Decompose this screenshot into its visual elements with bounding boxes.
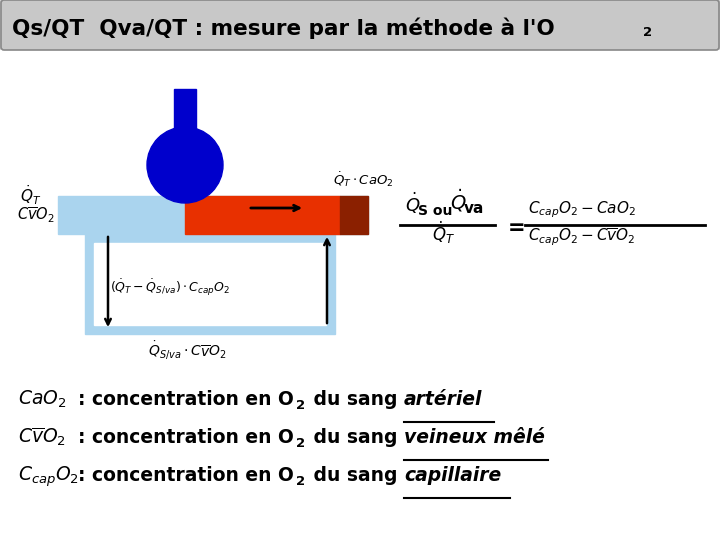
Text: artériel: artériel bbox=[404, 390, 482, 409]
Text: 2: 2 bbox=[643, 25, 652, 38]
Text: $\dot{Q}$: $\dot{Q}$ bbox=[405, 191, 420, 216]
Text: $\dot{Q}_{S/va} \cdot C\overline{v}O_2$: $\dot{Q}_{S/va} \cdot C\overline{v}O_2$ bbox=[148, 340, 227, 361]
Text: $C\overline{v}O_2$: $C\overline{v}O_2$ bbox=[17, 205, 55, 225]
Text: 2: 2 bbox=[296, 437, 305, 450]
Bar bbox=[85, 234, 335, 334]
FancyBboxPatch shape bbox=[1, 0, 719, 50]
Text: $C\overline{v}O_2$: $C\overline{v}O_2$ bbox=[18, 426, 66, 448]
Text: du sang: du sang bbox=[307, 390, 404, 409]
Text: capillaire: capillaire bbox=[404, 466, 501, 485]
Text: 2: 2 bbox=[296, 475, 305, 488]
Text: $CaO_2$: $CaO_2$ bbox=[18, 389, 66, 410]
Text: $C_{cap}O_2 - CaO_2$: $C_{cap}O_2 - CaO_2$ bbox=[528, 199, 636, 220]
Text: $C_{cap}O_2 - C\overline{v}O_2$: $C_{cap}O_2 - C\overline{v}O_2$ bbox=[528, 226, 636, 248]
Text: : concentration en O: : concentration en O bbox=[78, 390, 294, 409]
Bar bbox=[185, 196, 340, 234]
Text: $\dot{Q}_T$: $\dot{Q}_T$ bbox=[432, 220, 455, 246]
Text: $C_{cap}O_2$: $C_{cap}O_2$ bbox=[18, 465, 79, 489]
Text: veineux mêlé: veineux mêlé bbox=[404, 428, 545, 447]
Text: Qs/QT  Qva/QT : mesure par la méthode à l'O: Qs/QT Qva/QT : mesure par la méthode à l… bbox=[12, 17, 554, 39]
Text: S ou: S ou bbox=[418, 204, 457, 218]
Text: $\dot{Q}_T$: $\dot{Q}_T$ bbox=[20, 183, 41, 207]
Text: : concentration en O: : concentration en O bbox=[78, 466, 294, 485]
Text: $(\dot{Q}_T - \dot{Q}_{S/va}) \cdot C_{cap}O_2$: $(\dot{Q}_T - \dot{Q}_{S/va}) \cdot C_{c… bbox=[110, 278, 230, 298]
Text: va: va bbox=[464, 201, 485, 216]
Bar bbox=[174, 89, 196, 131]
Circle shape bbox=[147, 127, 223, 203]
Bar bbox=[94, 243, 326, 325]
Bar bbox=[58, 196, 368, 234]
Text: du sang: du sang bbox=[307, 466, 404, 485]
Text: du sang: du sang bbox=[307, 428, 404, 447]
Text: : concentration en O: : concentration en O bbox=[78, 428, 294, 447]
Text: $\dot{Q}_T \cdot CaO_2$: $\dot{Q}_T \cdot CaO_2$ bbox=[333, 170, 394, 189]
Text: 2: 2 bbox=[296, 399, 305, 412]
Text: =: = bbox=[508, 218, 526, 238]
Text: $\dot{Q}$: $\dot{Q}$ bbox=[450, 188, 467, 214]
Bar bbox=[340, 196, 368, 234]
